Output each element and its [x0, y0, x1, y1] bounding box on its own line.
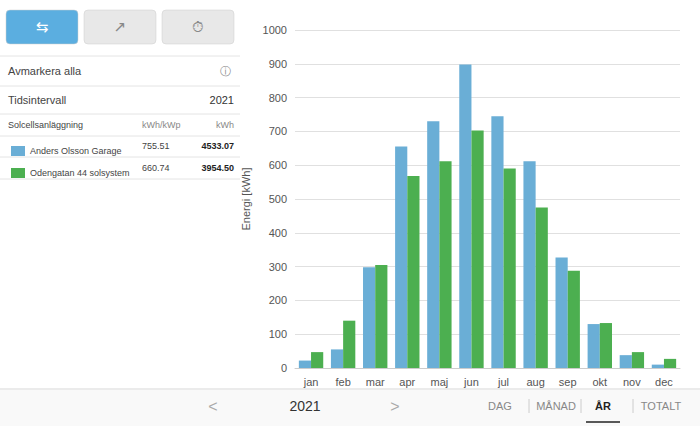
svg-text:900: 900 — [269, 58, 287, 70]
svg-text:DAG: DAG — [488, 400, 512, 412]
svg-text:⏱: ⏱ — [192, 18, 204, 36]
svg-text:400: 400 — [269, 227, 287, 239]
svg-text:4533.07: 4533.07 — [201, 141, 234, 151]
svg-text:200: 200 — [269, 294, 287, 306]
svg-text:600: 600 — [269, 159, 287, 171]
svg-text:1000: 1000 — [263, 24, 287, 36]
svg-text:jun: jun — [463, 376, 479, 388]
svg-text:800: 800 — [269, 92, 287, 104]
svg-text:↗: ↗ — [114, 18, 127, 36]
svg-text:aug: aug — [526, 376, 544, 388]
svg-text:jan: jan — [303, 376, 319, 388]
svg-text:mar: mar — [366, 376, 385, 388]
svg-text:sep: sep — [559, 376, 577, 388]
svg-text:100: 100 — [269, 328, 287, 340]
svg-text:700: 700 — [269, 125, 287, 137]
svg-text:<: < — [208, 398, 217, 415]
svg-text:2021: 2021 — [210, 94, 234, 106]
svg-text:apr: apr — [399, 376, 415, 388]
svg-text:660.74: 660.74 — [142, 163, 170, 173]
svg-text:0: 0 — [281, 362, 287, 374]
svg-text:500: 500 — [269, 193, 287, 205]
svg-text:ⓘ: ⓘ — [220, 65, 231, 78]
svg-text:Avmarkera alla: Avmarkera alla — [8, 65, 82, 77]
svg-text:Solcellsanläggning: Solcellsanläggning — [8, 120, 83, 130]
svg-text:Anders Olsson Garage: Anders Olsson Garage — [30, 146, 122, 156]
svg-text:dec: dec — [655, 376, 673, 388]
svg-text:Energi [kWh]: Energi [kWh] — [240, 168, 252, 231]
svg-text:okt: okt — [592, 376, 607, 388]
svg-text:Odengatan 44 solsystem: Odengatan 44 solsystem — [30, 168, 130, 178]
svg-text:300: 300 — [269, 261, 287, 273]
svg-text:Tidsintervall: Tidsintervall — [8, 94, 66, 106]
svg-text:nov: nov — [623, 376, 641, 388]
svg-text:jul: jul — [497, 376, 509, 388]
svg-text:kWh: kWh — [216, 120, 234, 130]
svg-text:ÅR: ÅR — [595, 400, 611, 412]
svg-text:2021: 2021 — [289, 398, 320, 414]
svg-text:755.51: 755.51 — [142, 141, 170, 151]
svg-text:MÅNAD: MÅNAD — [536, 400, 576, 412]
svg-text:⇆: ⇆ — [36, 18, 49, 36]
svg-text:feb: feb — [335, 376, 350, 388]
svg-text:3954.50: 3954.50 — [201, 163, 234, 173]
svg-text:maj: maj — [431, 376, 449, 388]
svg-text:>: > — [390, 398, 399, 415]
svg-text:kWh/kWp: kWh/kWp — [142, 120, 181, 130]
svg-text:TOTALT: TOTALT — [641, 400, 682, 412]
